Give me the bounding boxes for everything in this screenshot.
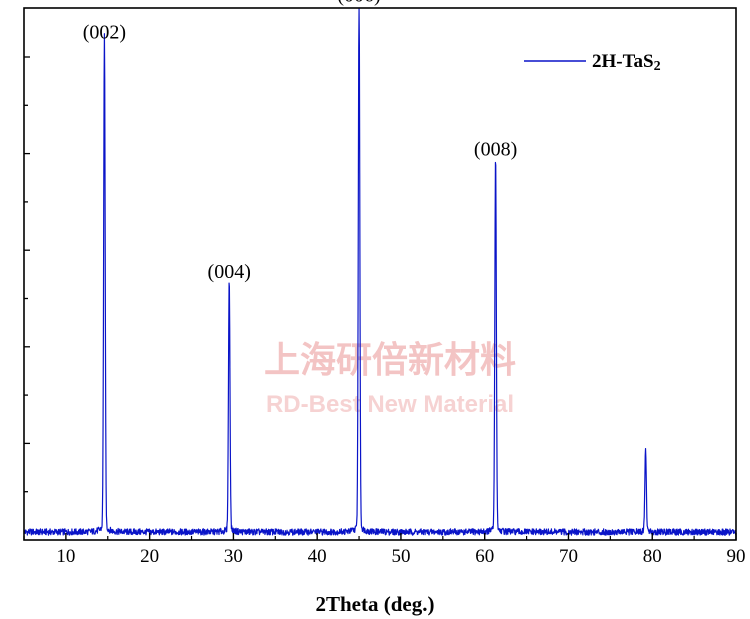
- x-tick-label: 10: [56, 546, 75, 567]
- peak-label: (008): [474, 139, 517, 161]
- x-tick-label: 40: [308, 546, 327, 567]
- x-tick-label: 50: [391, 546, 410, 567]
- x-tick-label: 30: [224, 546, 243, 567]
- legend-label-subscript: 2: [654, 59, 661, 74]
- peak-label: (006): [337, 0, 380, 6]
- watermark-english: RD-Best New Material: [266, 391, 514, 418]
- peak-labels: (002) (004) (006) (008): [83, 0, 518, 283]
- legend-label-main: 2H-TaS: [592, 51, 654, 72]
- legend: 2H-TaS2: [524, 51, 661, 74]
- peak-label: (004): [208, 261, 251, 283]
- axis-ticks: 10 20 30 40 50 60 70 80 90: [23, 56, 746, 567]
- x-axis-title: 2Theta (deg.): [316, 592, 435, 616]
- legend-label: 2H-TaS2: [592, 51, 661, 74]
- x-tick-label: 20: [140, 546, 159, 567]
- plot-border: [23, 7, 737, 541]
- series-line-2h-tas2: [23, 7, 737, 536]
- x-tick-label: 80: [643, 546, 662, 567]
- plot-frame: [23, 7, 737, 541]
- x-tick-label: 70: [559, 546, 578, 567]
- watermark-chinese: 上海研倍新材料: [264, 340, 516, 381]
- watermark: 上海研倍新材料 RD-Best New Material: [264, 340, 516, 418]
- x-tick-label: 60: [475, 546, 494, 567]
- peak-label: (002): [83, 22, 126, 44]
- x-tick-label: 90: [727, 546, 746, 567]
